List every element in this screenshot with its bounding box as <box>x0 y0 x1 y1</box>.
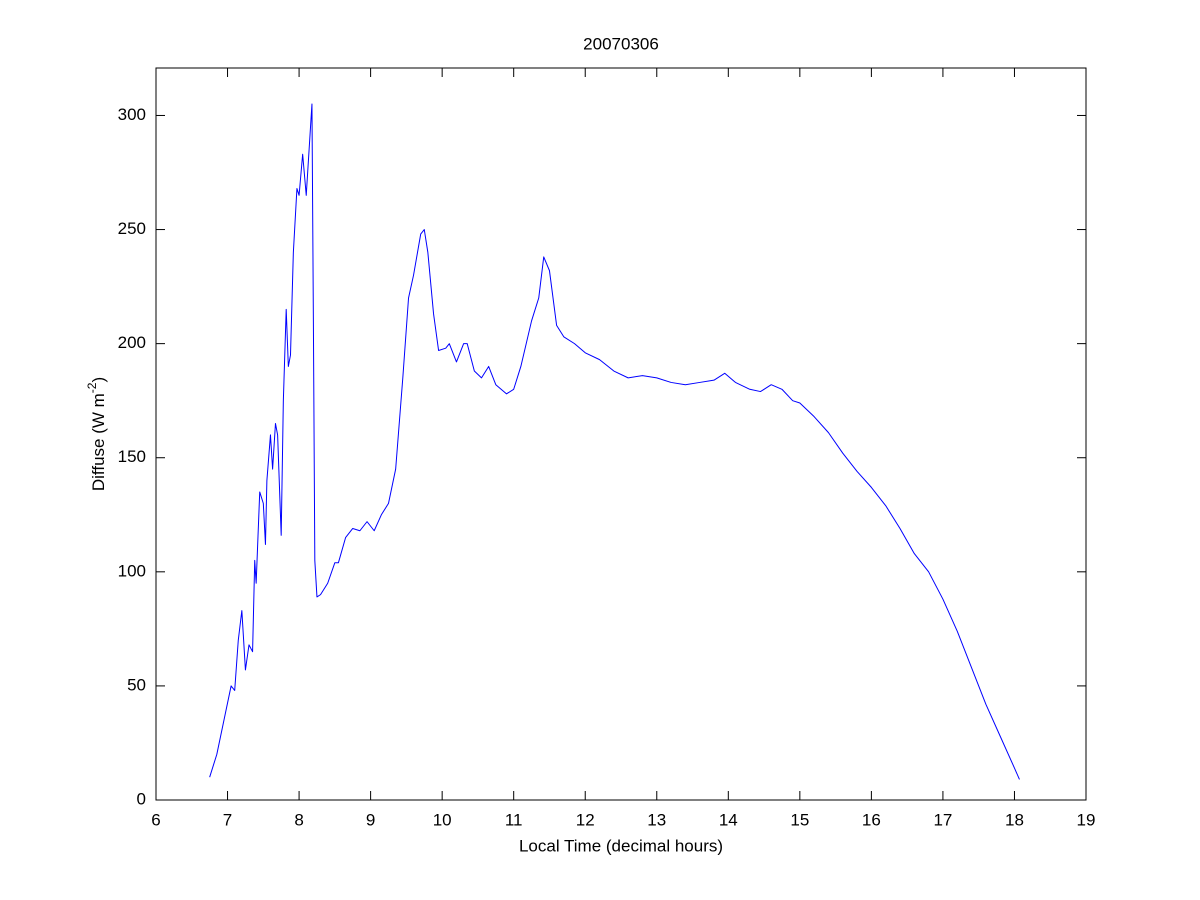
y-label-sup: -2 <box>85 382 99 393</box>
x-tick-label: 6 <box>151 810 160 829</box>
x-tick-label: 11 <box>505 810 523 829</box>
y-tick-label: 100 <box>118 561 146 580</box>
x-axis-label: Local Time (decimal hours) <box>519 836 723 855</box>
y-axis-label: Diffuse (W m-2) <box>85 377 108 491</box>
x-tick-label: 8 <box>294 810 303 829</box>
x-tick-label: 18 <box>1005 810 1024 829</box>
y-tick-label: 0 <box>137 789 146 808</box>
x-tick-label: 19 <box>1077 810 1096 829</box>
y-tick-label: 300 <box>118 105 146 124</box>
x-tick-label: 12 <box>576 810 595 829</box>
x-tick-label: 10 <box>433 810 452 829</box>
x-tick-label: 16 <box>862 810 881 829</box>
x-tick-label: 15 <box>790 810 809 829</box>
x-tick-label: 13 <box>647 810 666 829</box>
data-line <box>209 103 1020 780</box>
chart-title: 20070306 <box>583 34 659 53</box>
y-tick-label: 200 <box>118 333 146 352</box>
x-tick-label: 14 <box>719 810 738 829</box>
x-tick-label: 17 <box>933 810 952 829</box>
y-tick-label: 250 <box>118 219 146 238</box>
y-tick-label: 50 <box>127 675 146 694</box>
x-tick-label: 7 <box>223 810 232 829</box>
y-label-text: Diffuse (W m <box>89 393 108 491</box>
y-label-close: ) <box>89 377 108 383</box>
y-tick-label: 150 <box>118 447 146 466</box>
plot-area <box>155 67 1087 801</box>
x-tick-label: 9 <box>366 810 375 829</box>
